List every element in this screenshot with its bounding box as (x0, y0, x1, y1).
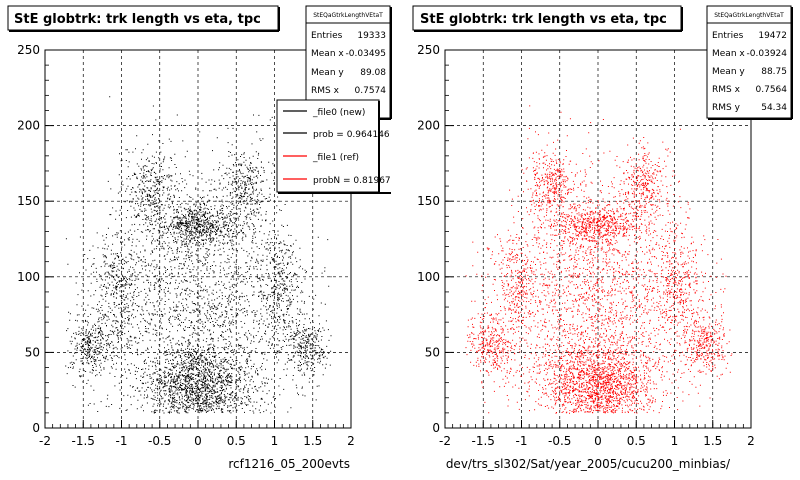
right-stats-meany-label: Mean y (712, 67, 745, 77)
x-tick-label: -2 (439, 434, 451, 448)
svg-text:prob = 0.964146: prob = 0.964146 (313, 130, 390, 140)
x-tick-label: 1 (671, 434, 679, 448)
right-stats-meany-value: 88.75 (761, 67, 787, 77)
right-stats-rmsx-label: RMS x (712, 85, 741, 95)
left-stats-box: StEQaGtrkLengthVEtaT Entries 19333 Mean … (305, 5, 392, 120)
left-stats-meanx-value: -0.03495 (346, 49, 386, 59)
right-panel: -2 -1.5 -1 -0.5 0 0.5 1 1.5 2 0 50 100 150 200 250 StE… (412, 5, 793, 471)
x-tick-label: -0.5 (548, 434, 571, 448)
x-tick-label: 2 (347, 434, 355, 448)
left-title: StE globtrk: trk length vs eta, tpc (14, 12, 261, 27)
left-stats-rmsx-label: RMS x (311, 86, 340, 96)
svg-text:_file1 (ref): _file1 (ref) (312, 153, 359, 163)
x-tick-label: -1.5 (472, 434, 495, 448)
right-title: StE globtrk: trk length vs eta, tpc (420, 12, 667, 27)
y-tick-label: 250 (417, 43, 440, 57)
left-xlabel: rcf1216_05_200evts (228, 457, 350, 471)
right-grid (445, 50, 751, 428)
left-stats-header: StEQaGtrkLengthVEtaT (313, 12, 383, 19)
y-tick-label: 200 (17, 119, 40, 133)
x-tick-label: -2 (39, 434, 51, 448)
left-stats-rmsx-value: 0.7574 (355, 86, 387, 96)
x-tick-label: 2 (747, 434, 755, 448)
x-tick-label: 0.5 (627, 434, 646, 448)
left-ticks: -2 -1.5 -1 -0.5 0 0.5 1 1.5 2 0 50 100 150 200 250 (17, 43, 355, 448)
y-tick-label: 250 (17, 43, 40, 57)
y-tick-label: 0 (432, 421, 440, 435)
x-tick-label: -0.5 (148, 434, 171, 448)
x-tick-label: -1.5 (72, 434, 95, 448)
legend-entry-file1: _file1 (ref) (283, 153, 359, 163)
left-stats-entries-value: 19333 (357, 31, 386, 41)
left-panel: -2 -1.5 -1 -0.5 0 0.5 1 1.5 2 0 50 100 150 200 250 StE… (7, 5, 392, 471)
right-ticks: -2 -1.5 -1 -0.5 0 0.5 1 1.5 2 0 50 100 150 200 250 (417, 43, 755, 448)
right-stats-rmsy-label: RMS y (712, 103, 741, 113)
left-legend: _file0 (new) prob = 0.964146 _file1 (ref… (276, 99, 391, 194)
y-tick-label: 50 (425, 345, 440, 359)
right-stats-meanx-value: -0.03924 (747, 49, 788, 59)
legend-entry-file0: _file0 (new) (283, 108, 365, 118)
right-stats-entries-value: 19472 (758, 31, 787, 41)
right-title-box: StE globtrk: trk length vs eta, tpc (412, 5, 683, 32)
left-stats-meanx-label: Mean x (311, 49, 344, 59)
y-tick-label: 150 (17, 194, 40, 208)
x-tick-label: -1 (516, 434, 528, 448)
left-title-box: StE globtrk: trk length vs eta, tpc (7, 5, 280, 32)
right-xlabel: dev/trs_sl302/Sat/year_2005/cucu200_minb… (446, 457, 731, 471)
legend-entry-prob: prob = 0.964146 (283, 130, 390, 140)
legend-entry-probN: probN = 0.81967 (283, 176, 391, 186)
right-stats-box: StEQaGtrkLengthVEtaT Entries 19472 Mean … (706, 5, 793, 120)
right-plot-area: -2 -1.5 -1 -0.5 0 0.5 1 1.5 2 0 50 100 150 200 250 (417, 43, 755, 448)
y-tick-label: 0 (32, 421, 40, 435)
y-tick-label: 100 (17, 270, 40, 284)
y-tick-label: 100 (417, 270, 440, 284)
x-tick-label: 1.5 (703, 434, 722, 448)
y-tick-label: 150 (417, 194, 440, 208)
x-tick-label: 1.5 (303, 434, 322, 448)
svg-text:_file0 (new): _file0 (new) (312, 108, 365, 118)
right-stats-entries-label: Entries (712, 31, 744, 41)
svg-text:probN = 0.81967: probN = 0.81967 (313, 176, 391, 186)
x-tick-label: 0.5 (227, 434, 246, 448)
x-tick-label: -1 (116, 434, 128, 448)
x-tick-label: 1 (271, 434, 279, 448)
x-tick-label: 0 (194, 434, 202, 448)
right-stats-header: StEQaGtrkLengthVEtaT (714, 12, 784, 19)
right-stats-meanx-label: Mean x (712, 49, 745, 59)
right-stats-rmsy-value: 54.34 (761, 103, 787, 113)
left-stats-meany-label: Mean y (311, 68, 344, 78)
y-tick-label: 200 (417, 119, 440, 133)
y-tick-label: 50 (25, 345, 40, 359)
right-stats-rmsx-value: 0.7564 (756, 85, 788, 95)
x-tick-label: 0 (594, 434, 602, 448)
left-stats-entries-label: Entries (311, 31, 343, 41)
left-stats-meany-value: 89.08 (360, 68, 386, 78)
